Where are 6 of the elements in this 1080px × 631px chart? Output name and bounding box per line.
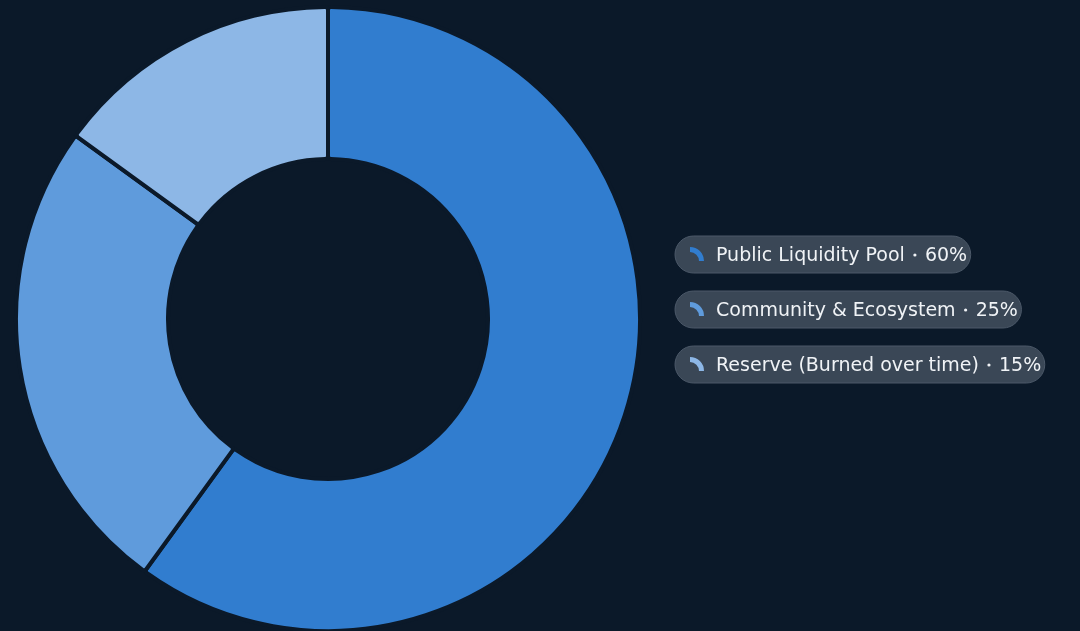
- data-label: 60%: [924, 243, 968, 265]
- legend-label: Public Liquidity Pool: [716, 243, 905, 265]
- legend-label: Community & Ecosystem: [716, 298, 956, 320]
- data-label: 25%: [975, 298, 1018, 320]
- data-label: 15%: [998, 353, 1042, 375]
- legend-label: Reserve (Burned over time): [716, 353, 979, 375]
